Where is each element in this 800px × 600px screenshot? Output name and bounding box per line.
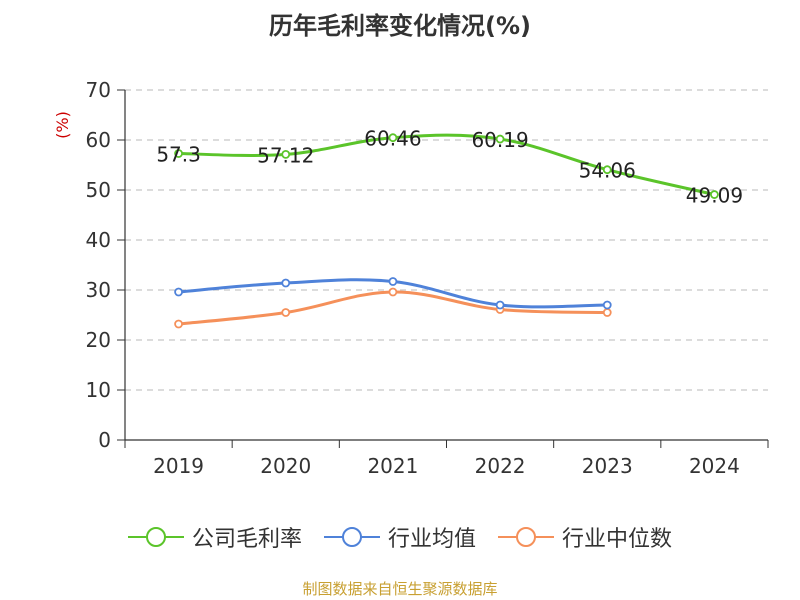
legend-label: 公司毛利率 bbox=[191, 527, 302, 552]
data-label: 57.3 bbox=[156, 143, 201, 167]
data-labels: 57.3 57.12 60.46 60.19 54.06 49.09 bbox=[156, 127, 743, 208]
series-layer bbox=[174, 133, 719, 329]
legend-label: 行业中位数 bbox=[562, 527, 673, 552]
y-tick-label: 20 bbox=[86, 328, 111, 352]
data-label: 57.12 bbox=[257, 143, 314, 167]
legend-swatch-icon bbox=[127, 527, 184, 547]
x-tick-label: 2020 bbox=[260, 454, 311, 478]
y-tick-label: 10 bbox=[86, 378, 111, 402]
data-point[interactable] bbox=[495, 134, 505, 144]
data-point[interactable] bbox=[281, 149, 291, 159]
source-note: 制图数据来自恒生聚源数据库 bbox=[302, 580, 498, 598]
data-point[interactable] bbox=[602, 165, 612, 175]
data-point[interactable] bbox=[174, 319, 183, 329]
data-label: 49.09 bbox=[686, 184, 743, 208]
data-point[interactable] bbox=[281, 308, 291, 317]
data-point[interactable] bbox=[495, 300, 505, 310]
data-point[interactable] bbox=[174, 287, 183, 297]
data-point[interactable] bbox=[388, 277, 398, 286]
y-tick-label: 60 bbox=[86, 128, 111, 152]
y-tick-label: 0 bbox=[98, 428, 111, 452]
data-label: 60.19 bbox=[471, 128, 528, 152]
x-tick-label: 2021 bbox=[367, 454, 418, 478]
legend-item[interactable]: 公司毛利率 bbox=[127, 521, 302, 553]
axes: 0 10 20 30 40 50 60 70 2019 2020 2021 2022 2023 2024 bbox=[86, 78, 769, 478]
x-tick-label: 2022 bbox=[475, 454, 526, 478]
data-point[interactable] bbox=[388, 133, 398, 143]
data-point[interactable] bbox=[388, 287, 398, 297]
series-line bbox=[177, 133, 716, 197]
x-tick-label: 2024 bbox=[689, 454, 740, 478]
grid-lines bbox=[125, 89, 768, 391]
legend-item[interactable]: 行业中位数 bbox=[498, 521, 672, 553]
data-point[interactable] bbox=[602, 300, 612, 310]
legend-label: 行业均值 bbox=[387, 527, 476, 552]
data-label: 54.06 bbox=[579, 159, 636, 183]
legend-swatch-icon bbox=[498, 527, 554, 547]
y-tick-label: 30 bbox=[86, 278, 111, 302]
y-tick-label: 70 bbox=[86, 78, 111, 102]
data-label: 60.46 bbox=[364, 127, 421, 151]
x-tick-label: 2023 bbox=[582, 454, 633, 478]
x-tick-label: 2019 bbox=[153, 454, 204, 478]
data-point[interactable] bbox=[602, 308, 612, 317]
data-point[interactable] bbox=[281, 278, 291, 288]
legend-swatch-icon bbox=[323, 527, 380, 547]
legend[interactable]: 公司毛利率 行业均值 行业中位数 bbox=[0, 520, 800, 554]
y-tick-label: 40 bbox=[86, 228, 111, 252]
legend-item[interactable]: 行业均值 bbox=[323, 521, 476, 553]
y-tick-label: 50 bbox=[86, 178, 111, 202]
chart-title: 历年毛利率变化情况(%) bbox=[269, 12, 531, 40]
data-point[interactable] bbox=[710, 190, 719, 199]
y-axis-label: (%) bbox=[53, 111, 72, 139]
data-point[interactable] bbox=[174, 149, 183, 158]
